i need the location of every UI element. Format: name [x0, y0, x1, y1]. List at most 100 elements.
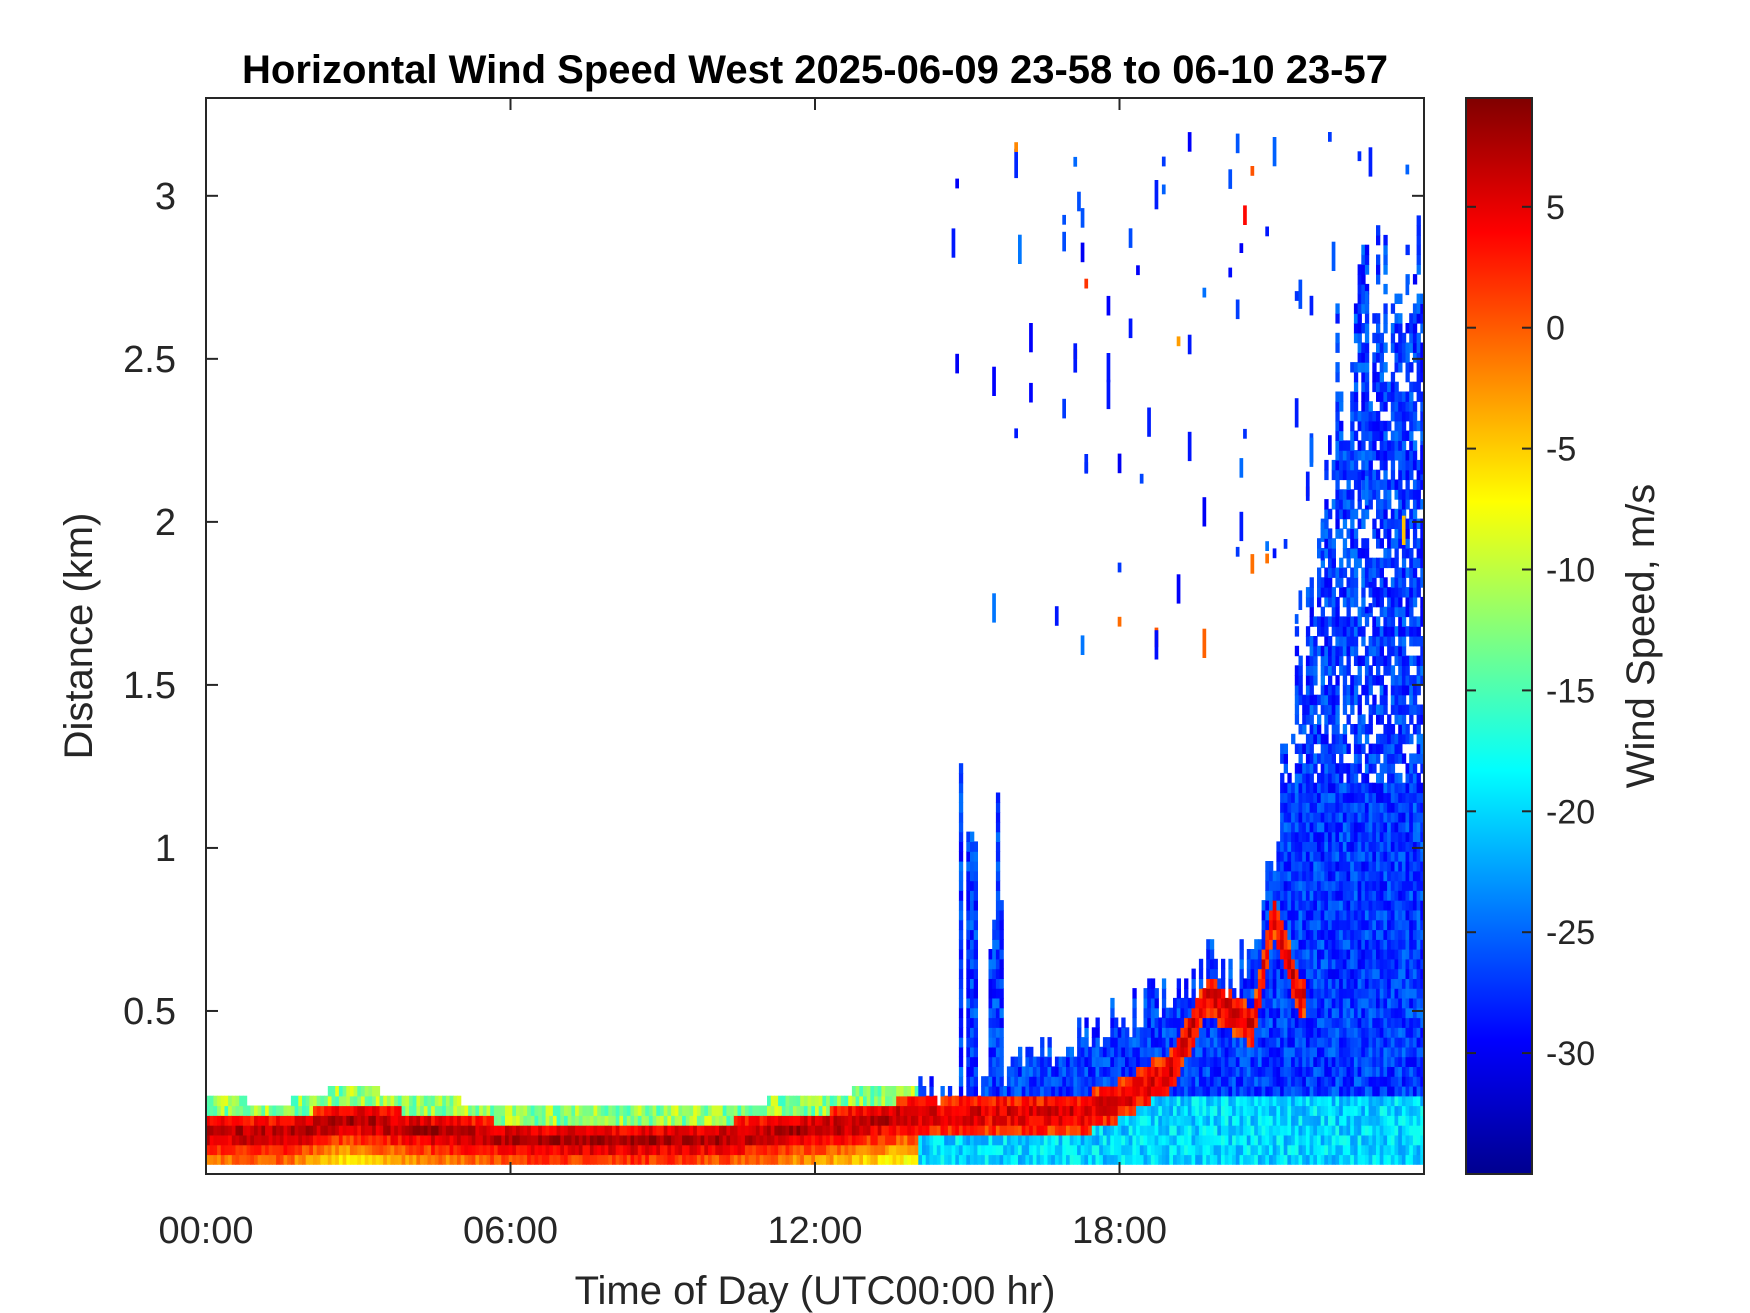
heatmap-cell	[1331, 1076, 1336, 1087]
heatmap-cell	[342, 1125, 347, 1136]
heatmap-cell	[1047, 1134, 1052, 1146]
heatmap-cell	[1331, 929, 1336, 940]
heatmap-cell	[368, 1105, 373, 1116]
heatmap-cell	[600, 1105, 606, 1116]
heatmap-cell	[1169, 1086, 1174, 1097]
heatmap-cell	[1350, 391, 1355, 402]
heatmap-cell	[1043, 1144, 1049, 1156]
heatmap-cell	[1051, 1076, 1056, 1087]
heatmap-cell	[1265, 988, 1270, 999]
heatmap-cell	[1309, 821, 1314, 833]
heatmap-cell	[368, 1144, 373, 1156]
heatmap-cell	[279, 1115, 285, 1126]
heatmap-cell	[1077, 1115, 1082, 1126]
heatmap-cell	[1328, 763, 1333, 774]
heatmap-cell	[1202, 1086, 1207, 1097]
heatmap-cell	[700, 1105, 705, 1116]
heatmap-cell	[1191, 997, 1196, 1009]
heatmap-cell	[423, 1154, 429, 1165]
heatmap-cell	[995, 1154, 1001, 1165]
heatmap-cell	[903, 1134, 908, 1146]
heatmap-cell	[1280, 1076, 1285, 1087]
heatmap-cell	[907, 1134, 912, 1146]
heatmap-cell	[1313, 880, 1318, 891]
heatmap-cell	[1357, 1095, 1362, 1107]
heatmap-cell	[597, 1154, 602, 1165]
heatmap-cell	[235, 1105, 240, 1116]
heatmap-cell	[1335, 694, 1340, 706]
heatmap-cell	[1257, 1134, 1263, 1146]
heatmap-cell	[475, 1154, 480, 1165]
heatmap-cell	[992, 1027, 997, 1038]
heatmap-cell	[999, 949, 1004, 960]
heatmap-cell	[1387, 812, 1392, 823]
heatmap-cell	[966, 919, 971, 931]
heatmap-cell	[1357, 988, 1362, 999]
heatmap-cell	[1368, 792, 1373, 803]
heatmap-cell	[973, 890, 978, 901]
heatmap-cell	[420, 1154, 425, 1165]
heatmap-cell	[1361, 274, 1366, 285]
heatmap-cell	[1302, 1046, 1307, 1058]
heatmap-cell	[1379, 929, 1384, 940]
heatmap-cell	[1357, 812, 1362, 823]
heatmap-cell	[1372, 704, 1377, 715]
heatmap-cell	[999, 1144, 1004, 1156]
heatmap-cell	[290, 1144, 296, 1156]
heatmap-cell	[1014, 1056, 1019, 1067]
heatmap-cell	[1383, 587, 1388, 598]
heatmap-cell	[966, 851, 971, 862]
heatmap-cell	[1239, 949, 1244, 960]
heatmap-cell	[1350, 1066, 1355, 1077]
heatmap-cell	[431, 1154, 436, 1165]
heatmap-cell	[320, 1095, 325, 1107]
heatmap-cell	[1376, 323, 1381, 334]
heatmap-cell	[1317, 988, 1322, 999]
heatmap-cell	[1387, 939, 1392, 950]
heatmap-cell	[231, 1125, 237, 1136]
heatmap-cell	[1346, 988, 1351, 999]
heatmap-cell	[1276, 1027, 1281, 1038]
heatmap-cell	[944, 1095, 949, 1107]
heatmap-cell	[648, 1105, 654, 1116]
heatmap-cell	[685, 1144, 691, 1156]
heatmap-cell	[1047, 1095, 1052, 1107]
heatmap-cell	[1331, 548, 1336, 559]
heatmap-cell	[1084, 1056, 1089, 1067]
heatmap-cell	[1269, 1017, 1274, 1028]
heatmap-cell	[1206, 939, 1211, 950]
heatmap-cell	[1261, 958, 1266, 970]
heatmap-cell	[1040, 1095, 1045, 1107]
heatmap-cell	[1353, 890, 1359, 901]
heatmap-cell	[1077, 1154, 1082, 1165]
heatmap-cell	[958, 861, 964, 872]
heatmap-cell	[1364, 645, 1370, 657]
heatmap-cell	[922, 1125, 927, 1136]
heatmap-cell	[409, 1125, 414, 1136]
heatmap-cell	[320, 1144, 325, 1156]
heatmap-cell	[1110, 1007, 1115, 1019]
heatmap-cell	[652, 1144, 657, 1156]
heatmap-cell	[1339, 772, 1344, 784]
heatmap-cell	[929, 1115, 934, 1126]
heatmap-cell	[1298, 743, 1303, 754]
heatmap-cell	[313, 1095, 318, 1107]
heatmap-cell	[1014, 1154, 1019, 1165]
heatmap-cell	[364, 1115, 369, 1126]
heatmap-cell	[796, 1105, 801, 1116]
heatmap-cell	[892, 1086, 897, 1097]
heatmap-cell	[1390, 870, 1396, 882]
heatmap-cell	[1376, 371, 1381, 383]
heatmap-cell	[1387, 870, 1392, 882]
heatmap-cell	[936, 1154, 942, 1165]
heatmap-cell	[1309, 1134, 1314, 1146]
heatmap-cell	[1364, 391, 1370, 402]
heatmap-cell	[1361, 342, 1366, 353]
heatmap-cell	[1161, 1115, 1167, 1126]
heatmap-cell	[397, 1134, 403, 1146]
heatmap-cell	[1032, 1154, 1038, 1165]
heatmap-cell	[1173, 1046, 1178, 1058]
heatmap-cell	[925, 1125, 930, 1136]
heatmap-cell	[1257, 939, 1263, 950]
heatmap-cell	[1324, 1076, 1329, 1087]
